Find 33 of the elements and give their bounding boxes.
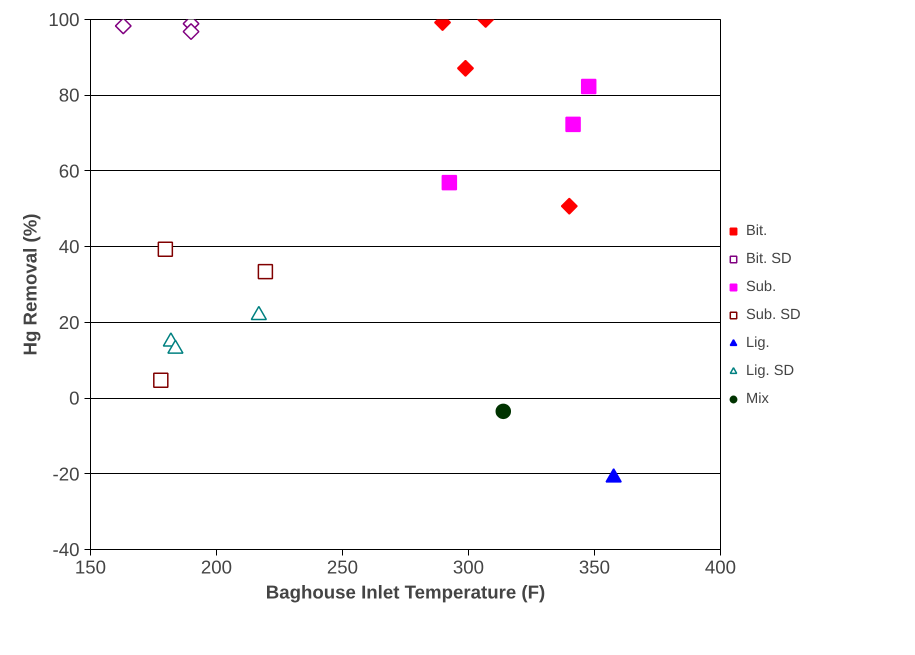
point bbox=[442, 174, 458, 190]
x-tick-label: 300 bbox=[452, 556, 484, 578]
point bbox=[565, 116, 581, 132]
point bbox=[158, 242, 174, 258]
legend-label: Sub. SD bbox=[746, 307, 801, 323]
legend-label: Bit. bbox=[746, 223, 768, 239]
y-axis-title: Hg Removal (%) bbox=[19, 213, 40, 356]
x-axis-title: Baghouse Inlet Temperature (F) bbox=[266, 582, 546, 602]
point bbox=[114, 20, 132, 34]
legend-label: Lig. SD bbox=[746, 363, 794, 379]
y-tick-label: 60 bbox=[58, 160, 80, 182]
legend-label: Bit. SD bbox=[746, 251, 792, 267]
legend-label: Sub. bbox=[746, 279, 776, 295]
point bbox=[250, 306, 268, 320]
x-tick-label: 400 bbox=[704, 556, 736, 578]
y-tick-label: 40 bbox=[58, 236, 80, 258]
x-tick-label: 350 bbox=[578, 556, 610, 578]
point bbox=[456, 60, 474, 77]
point bbox=[182, 23, 200, 40]
y-tick-label: 100 bbox=[48, 9, 80, 30]
y-tick-label: -20 bbox=[52, 463, 80, 484]
legend-label: Mix bbox=[746, 391, 769, 407]
y-tick-label: 0 bbox=[69, 388, 80, 409]
y-tick-label: 80 bbox=[58, 84, 80, 106]
point bbox=[258, 264, 274, 280]
point bbox=[167, 339, 184, 354]
x-tick-label: 200 bbox=[200, 556, 232, 578]
legend-label: Lig. bbox=[746, 335, 770, 351]
point bbox=[605, 468, 622, 483]
point bbox=[580, 78, 596, 94]
point bbox=[560, 198, 578, 215]
y-tick-label: 20 bbox=[58, 312, 80, 333]
x-tick-label: 250 bbox=[326, 556, 358, 578]
